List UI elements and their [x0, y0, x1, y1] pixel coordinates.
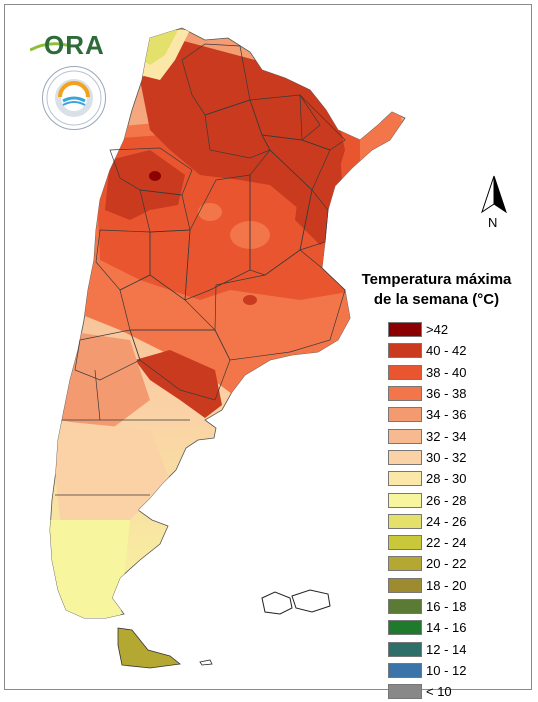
legend-item: 22 - 24	[388, 532, 466, 553]
legend-swatch	[388, 386, 422, 402]
legend-swatch	[388, 364, 422, 380]
legend-item: 32 - 34	[388, 425, 466, 446]
legend-swatch	[388, 343, 422, 359]
legend-item: 28 - 30	[388, 468, 466, 489]
legend-item: 12 - 14	[388, 638, 466, 659]
legend-item: 24 - 26	[388, 511, 466, 532]
legend-swatch	[388, 577, 422, 593]
ora-logo-text: ORA	[44, 30, 105, 60]
legend-item: 20 - 22	[388, 553, 466, 574]
zone-40-42-northwest	[105, 150, 185, 220]
legend-item: 10 - 12	[388, 660, 466, 681]
legend-swatch	[388, 662, 422, 678]
legend-label: >42	[426, 322, 449, 338]
legend-item: 36 - 38	[388, 383, 466, 404]
map-frame	[4, 4, 532, 690]
legend-swatch	[388, 322, 422, 338]
north-arrow-icon	[481, 175, 507, 214]
tierra-del-fuego	[117, 627, 181, 669]
legend-swatch	[388, 620, 422, 636]
legend-swatch	[388, 513, 422, 529]
smn-seal-icon	[42, 66, 106, 130]
legend-label: 10 - 12	[426, 662, 467, 678]
legend-label: 28 - 30	[426, 471, 467, 487]
legend-item: 38 - 40	[388, 362, 466, 383]
zone-34-36-west	[60, 330, 150, 430]
legend-label: 18 - 20	[426, 577, 467, 593]
legend-label: 16 - 18	[426, 599, 467, 614]
legend-swatch	[388, 641, 422, 657]
legend-swatch	[388, 599, 422, 614]
legend-item: 30 - 32	[388, 447, 466, 468]
legend-item: 16 - 18	[388, 596, 466, 617]
isla-estados	[199, 659, 213, 666]
ora-logo: ORA	[30, 28, 110, 60]
legend-swatch	[388, 556, 422, 572]
zone-hot-spot-2	[243, 295, 257, 305]
legend-label: 12 - 14	[426, 641, 467, 657]
legend-title: Temperatura máxima de la semana (°C)	[344, 270, 529, 310]
legend-item: < 10	[388, 681, 466, 702]
legend-swatch	[388, 428, 422, 444]
province-borders	[55, 43, 346, 496]
legend-items: >42 40 - 42 38 - 40 36 - 38 34 - 36 32 - 34 30…	[388, 319, 466, 702]
legend: Temperatura máxima de la semana (°C) >42…	[344, 270, 534, 700]
legend-label: 22 - 24	[426, 535, 467, 551]
legend-swatch	[388, 684, 422, 700]
legend-label: 26 - 28	[426, 492, 467, 508]
legend-label: 20 - 22	[426, 556, 467, 572]
zone-26-28-patagonia	[50, 520, 130, 618]
legend-swatch	[388, 492, 422, 508]
zone-30-32-south	[50, 420, 170, 520]
legend-item: 34 - 36	[388, 404, 466, 425]
legend-label: 14 - 16	[426, 620, 467, 636]
legend-label: 30 - 32	[426, 449, 467, 465]
legend-item: >42	[388, 319, 466, 340]
legend-label: < 10	[426, 684, 452, 700]
legend-swatch	[388, 471, 422, 487]
zone-hot-spot-1	[149, 171, 161, 181]
legend-title-line1: Temperatura máxima	[361, 271, 512, 288]
north-label: N	[488, 215, 498, 230]
ora-swoosh-icon	[30, 42, 70, 52]
legend-item: 14 - 16	[388, 617, 466, 638]
legend-label: 38 - 40	[426, 364, 467, 380]
zone-40-42-north	[140, 40, 345, 210]
legend-swatch	[388, 407, 422, 423]
legend-label: 36 - 38	[426, 386, 467, 402]
legend-label: 34 - 36	[426, 407, 467, 423]
malvinas-islands	[261, 589, 331, 615]
legend-title-line2: de la semana (°C)	[373, 291, 500, 308]
legend-label: 24 - 26	[426, 513, 467, 529]
legend-item: 40 - 42	[388, 340, 466, 361]
legend-label: 32 - 34	[426, 428, 467, 444]
legend-item: 26 - 28	[388, 489, 466, 510]
zone-24-26-northwest	[142, 30, 178, 65]
zone-cool-spot-1	[198, 203, 222, 221]
legend-item: 18 - 20	[388, 575, 466, 596]
legend-swatch	[388, 449, 422, 465]
legend-swatch	[388, 535, 422, 551]
legend-label: 40 - 42	[426, 343, 467, 359]
zone-40-42-center	[135, 350, 222, 418]
